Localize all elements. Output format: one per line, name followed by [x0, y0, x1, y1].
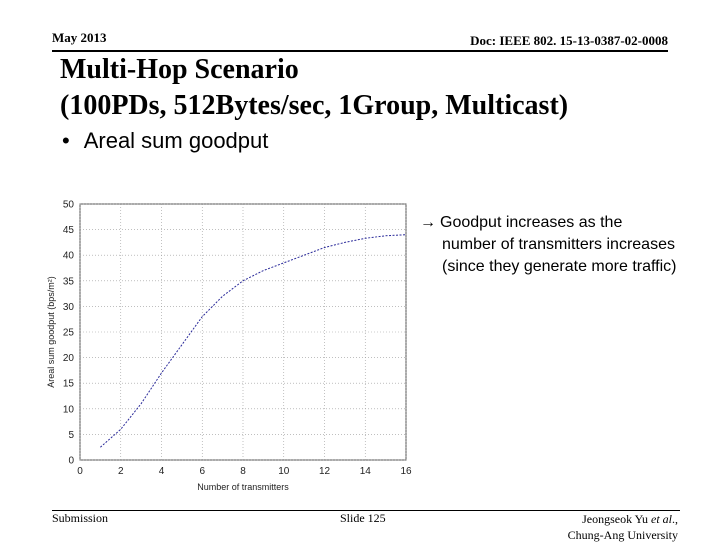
- y-tick-label: 10: [63, 404, 75, 415]
- y-tick-label: 25: [63, 328, 75, 339]
- bullet-marker: •: [62, 128, 70, 153]
- annotation-note: →Goodput increases as the number of tran…: [420, 212, 676, 278]
- footer-author-name: Jeongseok Yu: [582, 512, 651, 526]
- slide-title: Multi-Hop Scenario (100PDs, 512Bytes/sec…: [60, 52, 568, 124]
- x-tick-label: 2: [118, 466, 124, 477]
- y-tick-label: 35: [63, 276, 75, 287]
- note-line3: (since they generate more traffic): [420, 256, 676, 278]
- y-tick-label: 0: [68, 456, 74, 467]
- plot-area: 0 2 4 6 8 10 12 14 16 0 5 10 15 20 25 30 35 40 45 50 Number …: [46, 200, 412, 493]
- x-tick-label: 10: [278, 466, 290, 477]
- slide-title-line2: (100PDs, 512Bytes/sec, 1Group, Multicast…: [60, 88, 568, 124]
- x-tick-label: 8: [240, 466, 246, 477]
- x-tick-label: 14: [360, 466, 372, 477]
- footer-author: Jeongseok Yu et al., Chung-Ang Universit…: [568, 511, 678, 543]
- y-tick-label: 5: [68, 430, 74, 441]
- bullet-text: Areal sum goodput: [84, 128, 269, 153]
- footer-affiliation: Chung-Ang University: [568, 527, 678, 543]
- note-line1: Goodput increases as the: [440, 214, 622, 231]
- y-tick-label: 30: [63, 302, 75, 313]
- x-tick-label: 12: [319, 466, 331, 477]
- x-tick-label: 6: [199, 466, 205, 477]
- y-axis-label: Areal sum goodput (bps/m²): [46, 276, 56, 388]
- footer-slide-number: Slide 125: [340, 511, 386, 526]
- header-date: May 2013: [52, 30, 107, 46]
- footer-author-comma: .,: [672, 512, 678, 526]
- x-tick-label: 0: [77, 466, 83, 477]
- note-line2: number of transmitters increases: [420, 234, 676, 256]
- footer-submission: Submission: [52, 511, 108, 526]
- header-doc-id: Doc: IEEE 802. 15-13-0387-02-0008: [470, 33, 668, 49]
- y-tick-label: 15: [63, 379, 75, 390]
- y-tick-label: 40: [63, 251, 75, 262]
- x-tick-label: 16: [400, 466, 412, 477]
- y-tick-label: 50: [63, 200, 75, 211]
- y-tick-label: 20: [63, 353, 75, 364]
- x-axis-label: Number of transmitters: [197, 482, 289, 492]
- goodput-chart: 0 2 4 6 8 10 12 14 16 0 5 10 15 20 25 30 35 40 45 50 Number …: [40, 190, 420, 495]
- x-tick-label: 4: [159, 466, 165, 477]
- y-tick-label: 45: [63, 225, 75, 236]
- footer-author-etal: et al: [651, 512, 672, 526]
- right-arrow-icon: →: [420, 214, 436, 231]
- bullet-item: • Areal sum goodput: [62, 128, 268, 154]
- slide-title-line1: Multi-Hop Scenario: [60, 52, 568, 88]
